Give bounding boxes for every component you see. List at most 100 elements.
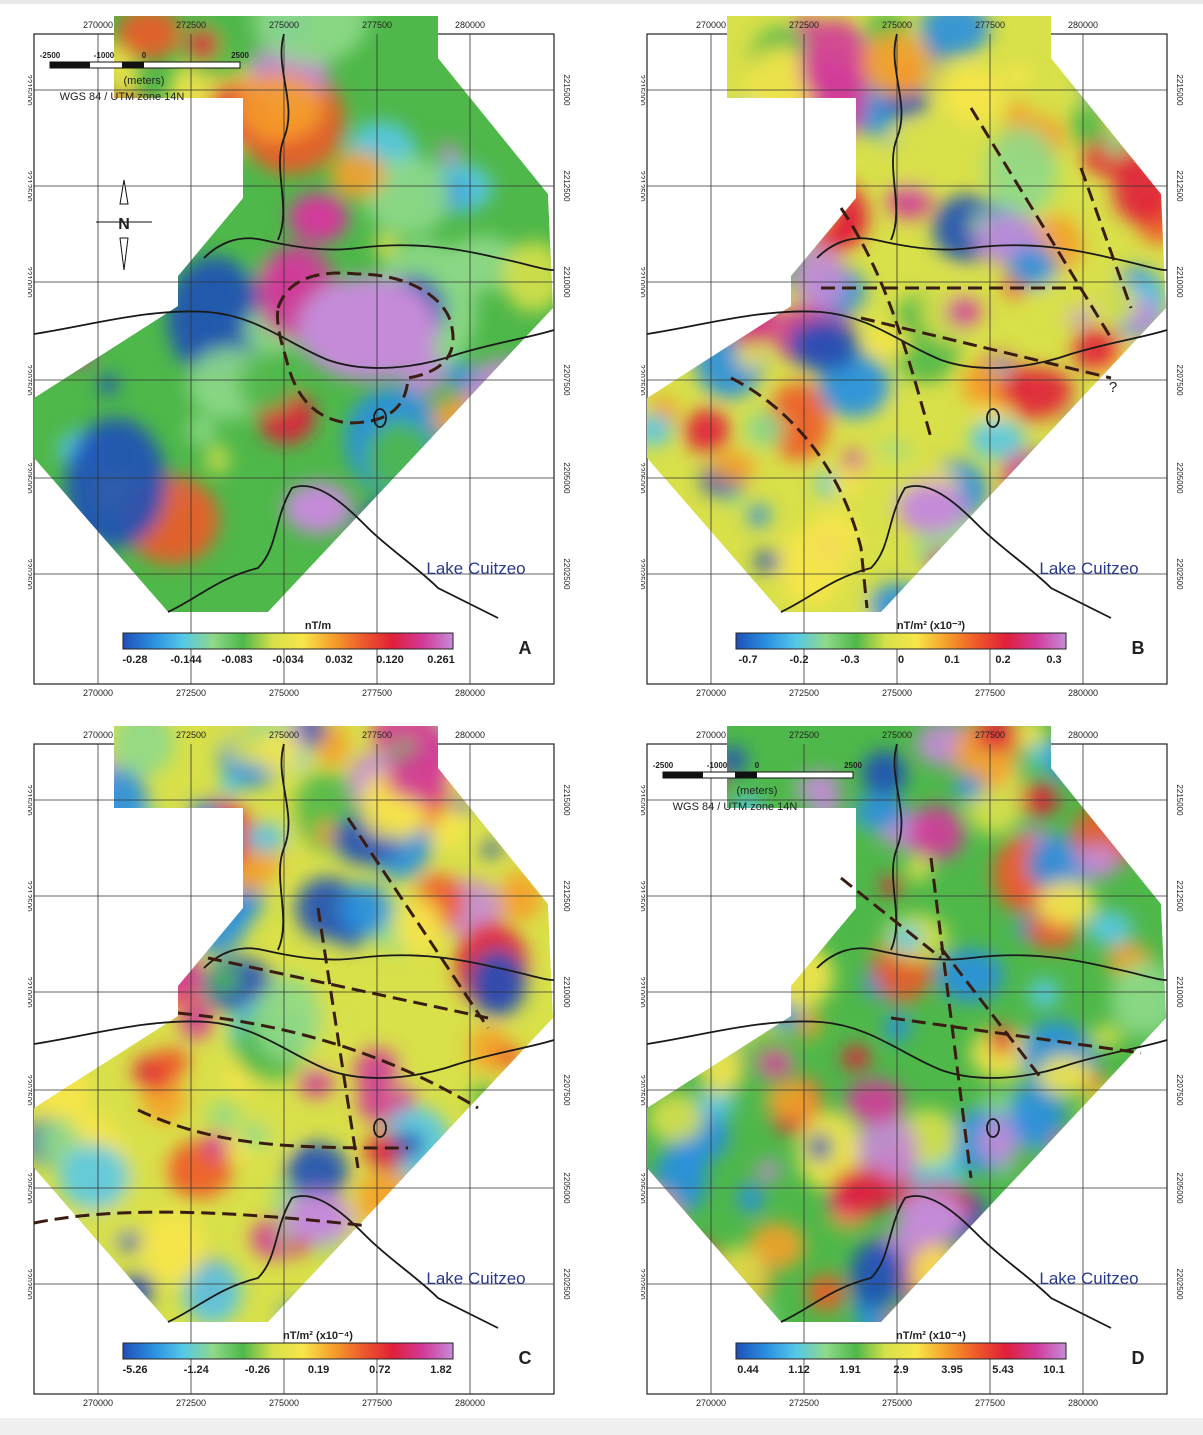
x-tick-label-bottom: 275000 (269, 688, 299, 698)
scale-bar: -2500 -1000 0 2500 (653, 761, 862, 779)
anomaly-blob (1028, 978, 1060, 1009)
colorbar-label: -0.26 (245, 1364, 270, 1376)
map-panel-d: 270000 270000 272500 272500 275000 275000 2775… (641, 718, 1201, 1408)
y-tick-label-left: 2210000 (641, 266, 646, 298)
lineament (839, 207, 933, 439)
lineament (346, 817, 490, 1029)
top-border (0, 0, 1203, 4)
colorbar: nT/m² (x10⁻⁴) 0.44 1.12 1.91 2.9 3.95 5.43 10.1 (735, 1330, 1067, 1376)
map-panel-c: 270000 270000 272500 272500 275000 275000 2775… (28, 718, 588, 1408)
colorbar-label: 0 (898, 654, 904, 666)
lake-label: Lake Cuitzeo (426, 1269, 525, 1288)
colorbar-label: -0.144 (170, 654, 202, 666)
x-tick-label-bottom: 277500 (362, 1398, 392, 1408)
x-tick-label-bottom: 272500 (176, 1398, 206, 1408)
map-panel-a: 270000 270000 272500 272500 275000 275000 2775… (28, 8, 588, 698)
y-tick-label-left: 2212500 (641, 170, 646, 202)
lineament (860, 316, 1112, 380)
anomaly-blob (141, 1209, 204, 1285)
anomaly-blob (841, 1045, 871, 1071)
anomaly-blob (219, 774, 240, 798)
x-tick-label-top: 270000 (696, 730, 726, 740)
anomaly-blob (237, 357, 297, 412)
anomaly-blob (936, 948, 1004, 1003)
anomaly-blob (953, 773, 984, 800)
anomaly-blob (683, 408, 731, 454)
anomaly-blob (1008, 246, 1058, 288)
anomaly-blob (919, 16, 991, 56)
anomaly-blob (329, 150, 386, 199)
graticule (34, 34, 554, 684)
anomaly-blob (179, 999, 213, 1040)
y-tick-label-right: 2205000 (562, 1172, 571, 1204)
x-tick-label-bottom: 280000 (1068, 1398, 1098, 1408)
x-tick-label-top: 272500 (176, 730, 206, 740)
anomaly-blob (1002, 65, 1033, 87)
scale-bar-label: 0 (142, 51, 147, 60)
anomaly-high (298, 276, 438, 380)
anomaly-blob (1008, 726, 1046, 750)
anomaly-blob (862, 32, 931, 98)
panel-letter: A (519, 638, 532, 658)
y-tick-label-right: 2210000 (562, 266, 571, 298)
y-tick-label-left: 2202500 (28, 1268, 33, 1300)
x-tick-label-top: 270000 (83, 730, 113, 740)
colorbar-label: 0.2 (995, 654, 1010, 666)
colorbar-unit: nT/m (305, 620, 331, 632)
anomaly-blob (798, 771, 841, 802)
y-tick-label-right: 2202500 (562, 558, 571, 590)
anomaly-blob (747, 504, 771, 527)
x-tick-label-top: 275000 (269, 20, 299, 30)
anomaly-high (897, 482, 965, 534)
y-tick-label-left: 2215000 (641, 74, 646, 106)
shoreline (277, 33, 290, 241)
x-tick-label-bottom: 280000 (1068, 688, 1098, 698)
lake-label: Lake Cuitzeo (426, 559, 525, 578)
colorbar: nT/m² (x10⁻³) -0.7 -0.2 -0.3 0 0.1 0.2 0.3 (735, 620, 1067, 666)
anomaly-blob (1069, 103, 1105, 147)
anomaly-blob (894, 393, 933, 435)
shoreline (203, 237, 555, 271)
anomaly-high (284, 1192, 352, 1244)
colorbar-unit: nT/m² (x10⁻³) (897, 620, 965, 632)
shoreline (890, 33, 903, 241)
x-tick-label-top: 270000 (83, 20, 113, 30)
y-tick-label-right: 2212500 (1175, 170, 1184, 202)
anomaly-blob (744, 410, 785, 448)
colorbar-label: 0.44 (737, 1364, 759, 1376)
scale-bar-label: 2500 (231, 51, 249, 60)
lineament (929, 857, 973, 1179)
anomaly-blob (208, 1102, 240, 1129)
colorbar-label: 0.72 (369, 1364, 390, 1376)
x-tick-label-top: 280000 (1068, 20, 1098, 30)
anomaly-blob (1090, 1025, 1123, 1049)
graticule (647, 34, 1167, 684)
x-tick-label-bottom: 270000 (696, 688, 726, 698)
panel-letter: C (519, 1348, 532, 1368)
x-tick-label-bottom: 277500 (975, 688, 1005, 698)
anomaly-blob (945, 295, 982, 329)
y-tick-label-left: 2205000 (641, 462, 646, 494)
survey-marker (986, 408, 1000, 428)
anomaly-blob (891, 924, 922, 953)
anomaly-blob (263, 252, 311, 307)
y-tick-label-left: 2215000 (28, 784, 33, 816)
shoreline (33, 33, 555, 619)
y-tick-label-left: 2210000 (641, 976, 646, 1008)
map-panel-b: 270000 270000 272500 272500 275000 275000 2775… (641, 8, 1201, 698)
lineaments (730, 107, 1133, 609)
anomaly-blob (647, 413, 673, 447)
anomaly-blob (253, 975, 322, 1061)
survey-marker (986, 1118, 1000, 1138)
colorbar-ramp (735, 1342, 1067, 1360)
anomaly-blob (986, 125, 1058, 217)
anomaly-blob (969, 418, 1026, 460)
colorbar-label: -0.28 (122, 654, 147, 666)
x-tick-label-bottom: 272500 (789, 688, 819, 698)
anomaly-blob (480, 841, 503, 857)
anomaly-blob (788, 319, 860, 373)
anomaly-blob (854, 792, 905, 830)
anomaly-blob (116, 16, 181, 60)
x-tick-label-bottom: 272500 (176, 688, 206, 698)
anomaly-blob (1086, 910, 1133, 946)
